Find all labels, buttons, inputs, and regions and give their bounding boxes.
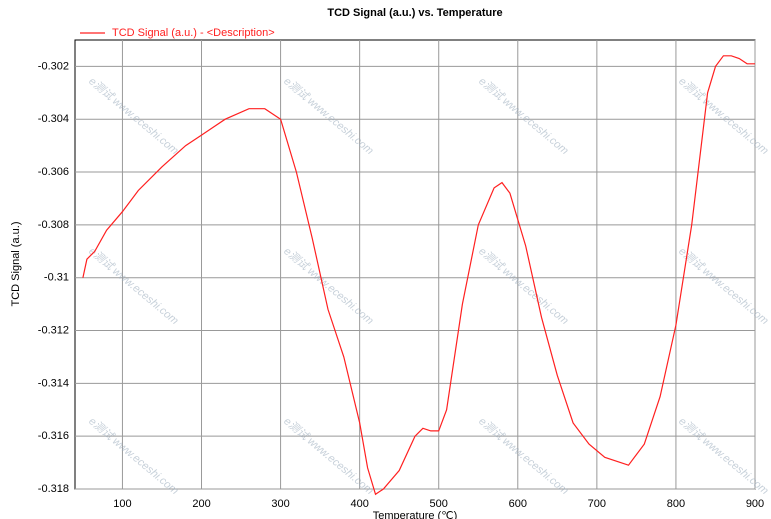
y-tick-label: -0.31 [44,272,69,284]
x-tick-label: 400 [350,498,368,510]
x-tick-label: 800 [667,498,685,510]
x-tick-label: 200 [192,498,210,510]
chart-title: TCD Signal (a.u.) vs. Temperature [327,7,502,19]
y-tick-label: -0.318 [38,483,69,495]
y-tick-label: -0.308 [38,219,69,231]
y-tick-label: -0.316 [38,430,69,442]
x-tick-label: 500 [430,498,448,510]
x-tick-label: 600 [509,498,527,510]
x-tick-label: 700 [588,498,606,510]
y-tick-label: -0.312 [38,324,69,336]
y-tick-label: -0.314 [38,377,69,389]
y-tick-label: -0.302 [38,60,69,72]
y-tick-label: -0.306 [38,166,69,178]
y-axis-label: TCD Signal (a.u.) [10,222,22,307]
x-axis-label: Temperature (℃) [373,510,458,519]
y-tick-label: -0.304 [38,113,69,125]
x-tick-label: 100 [113,498,131,510]
x-tick-label: 900 [746,498,764,510]
legend-label: TCD Signal (a.u.) - <Description> [112,27,275,39]
plot-area [74,39,756,490]
data-line [82,55,755,496]
x-tick-label: 300 [271,498,289,510]
